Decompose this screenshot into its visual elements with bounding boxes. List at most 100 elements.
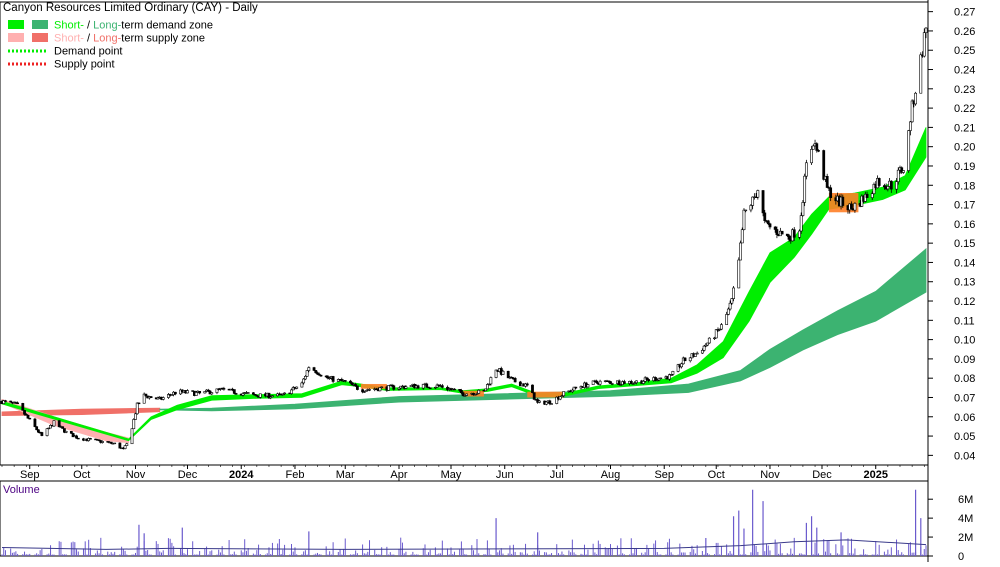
candle-body (319, 374, 323, 377)
candle-body (668, 374, 671, 380)
candle-body (258, 393, 262, 398)
x-tick-label: Nov (126, 469, 146, 481)
candle-body (473, 393, 477, 396)
candle-body (132, 419, 136, 430)
candle-body (421, 383, 425, 389)
candle-body (799, 215, 803, 232)
candle-body (694, 353, 697, 357)
candle-body (458, 389, 462, 391)
candle-body (680, 363, 683, 368)
candle-body (749, 205, 753, 211)
volume-label: Volume (3, 484, 40, 496)
candle-body (671, 371, 675, 375)
x-tick-label: Aug (601, 469, 621, 481)
candle-body (232, 389, 236, 394)
legend-long-swatch (32, 20, 48, 29)
price-tick-label: 0.16 (954, 219, 975, 231)
candle-body (380, 386, 384, 389)
candle-body (914, 92, 917, 105)
candle-body (281, 393, 285, 395)
candle-body (647, 379, 651, 381)
candle-body (387, 385, 390, 391)
candle-body (307, 367, 311, 371)
candle-body (726, 308, 730, 315)
candle-body (629, 380, 633, 384)
candle-body (513, 378, 517, 383)
candle-body (742, 209, 746, 230)
price-tick-label: 0.24 (954, 65, 975, 77)
x-tick-label: Apr (390, 469, 407, 481)
x-tick-label: May (441, 469, 462, 481)
candle-body (531, 384, 534, 393)
candle-body (702, 345, 706, 351)
candle-body (756, 190, 760, 198)
candle-body (841, 196, 845, 206)
candle-body (610, 383, 614, 385)
candle-body (4, 400, 7, 402)
candle-body (137, 402, 141, 405)
candle-body (825, 176, 829, 188)
candle-body (815, 143, 819, 151)
candle-body (676, 364, 680, 372)
candle-body (732, 287, 735, 299)
candle-body (118, 442, 122, 449)
candle-body (683, 357, 687, 362)
candle-body (555, 396, 559, 404)
candle-body (560, 395, 564, 397)
candle-body (47, 427, 51, 430)
candle-body (487, 383, 491, 386)
candle-body (763, 212, 767, 221)
candle-body (486, 384, 489, 390)
price-tick-label: 0.04 (954, 450, 975, 462)
candle-body (144, 393, 148, 397)
candle-body (303, 376, 307, 380)
price-tick-label: 0.27 (954, 7, 975, 19)
candle-body (173, 391, 177, 395)
candle-body (853, 203, 857, 211)
candle-body (669, 374, 673, 376)
volume-tick-label: 6M (958, 494, 973, 506)
price-tick-label: 0.12 (954, 296, 975, 308)
candle-body (607, 380, 611, 382)
candle-body (364, 389, 368, 392)
candle-body (215, 388, 219, 393)
candle-body (773, 226, 777, 230)
supply-marker (527, 391, 564, 398)
candle-body (135, 402, 139, 415)
candle-body (125, 443, 129, 446)
candle-body (737, 259, 741, 289)
candle-body (817, 150, 820, 152)
candle-body (326, 376, 330, 379)
candle-body (300, 382, 304, 388)
candle-body (33, 418, 37, 427)
candle-body (354, 384, 358, 387)
candle-body (850, 203, 853, 209)
candle-body (609, 381, 612, 384)
volume-panel: 0 2M 4M 6M Volume (1, 484, 973, 563)
price-tick-label: 0.06 (954, 412, 975, 424)
legend-label: Short- / Long-term demand zone (54, 20, 213, 32)
candle-body (241, 393, 245, 396)
x-tick-label: Sep (654, 469, 674, 481)
candle-body (642, 381, 645, 384)
candle-body (267, 392, 271, 399)
candle-body (728, 302, 732, 310)
candle-body (45, 428, 49, 436)
volume-tick-label: 2M (958, 532, 973, 544)
price-tick-label: 0.23 (954, 84, 975, 96)
candle-body (130, 428, 134, 445)
x-tick-label: Nov (760, 469, 780, 481)
candle-body (896, 169, 900, 182)
candle-body (194, 392, 198, 396)
candle-body (404, 386, 408, 389)
candle-body (908, 121, 912, 131)
legend-label: Short- / Long-term supply zone (54, 33, 205, 45)
candle-body (544, 401, 548, 405)
supply-marker (360, 383, 387, 389)
candle-body (822, 150, 826, 180)
x-tick-label: Mar (336, 469, 355, 481)
candle-body (16, 402, 20, 404)
candle-body (416, 385, 420, 389)
